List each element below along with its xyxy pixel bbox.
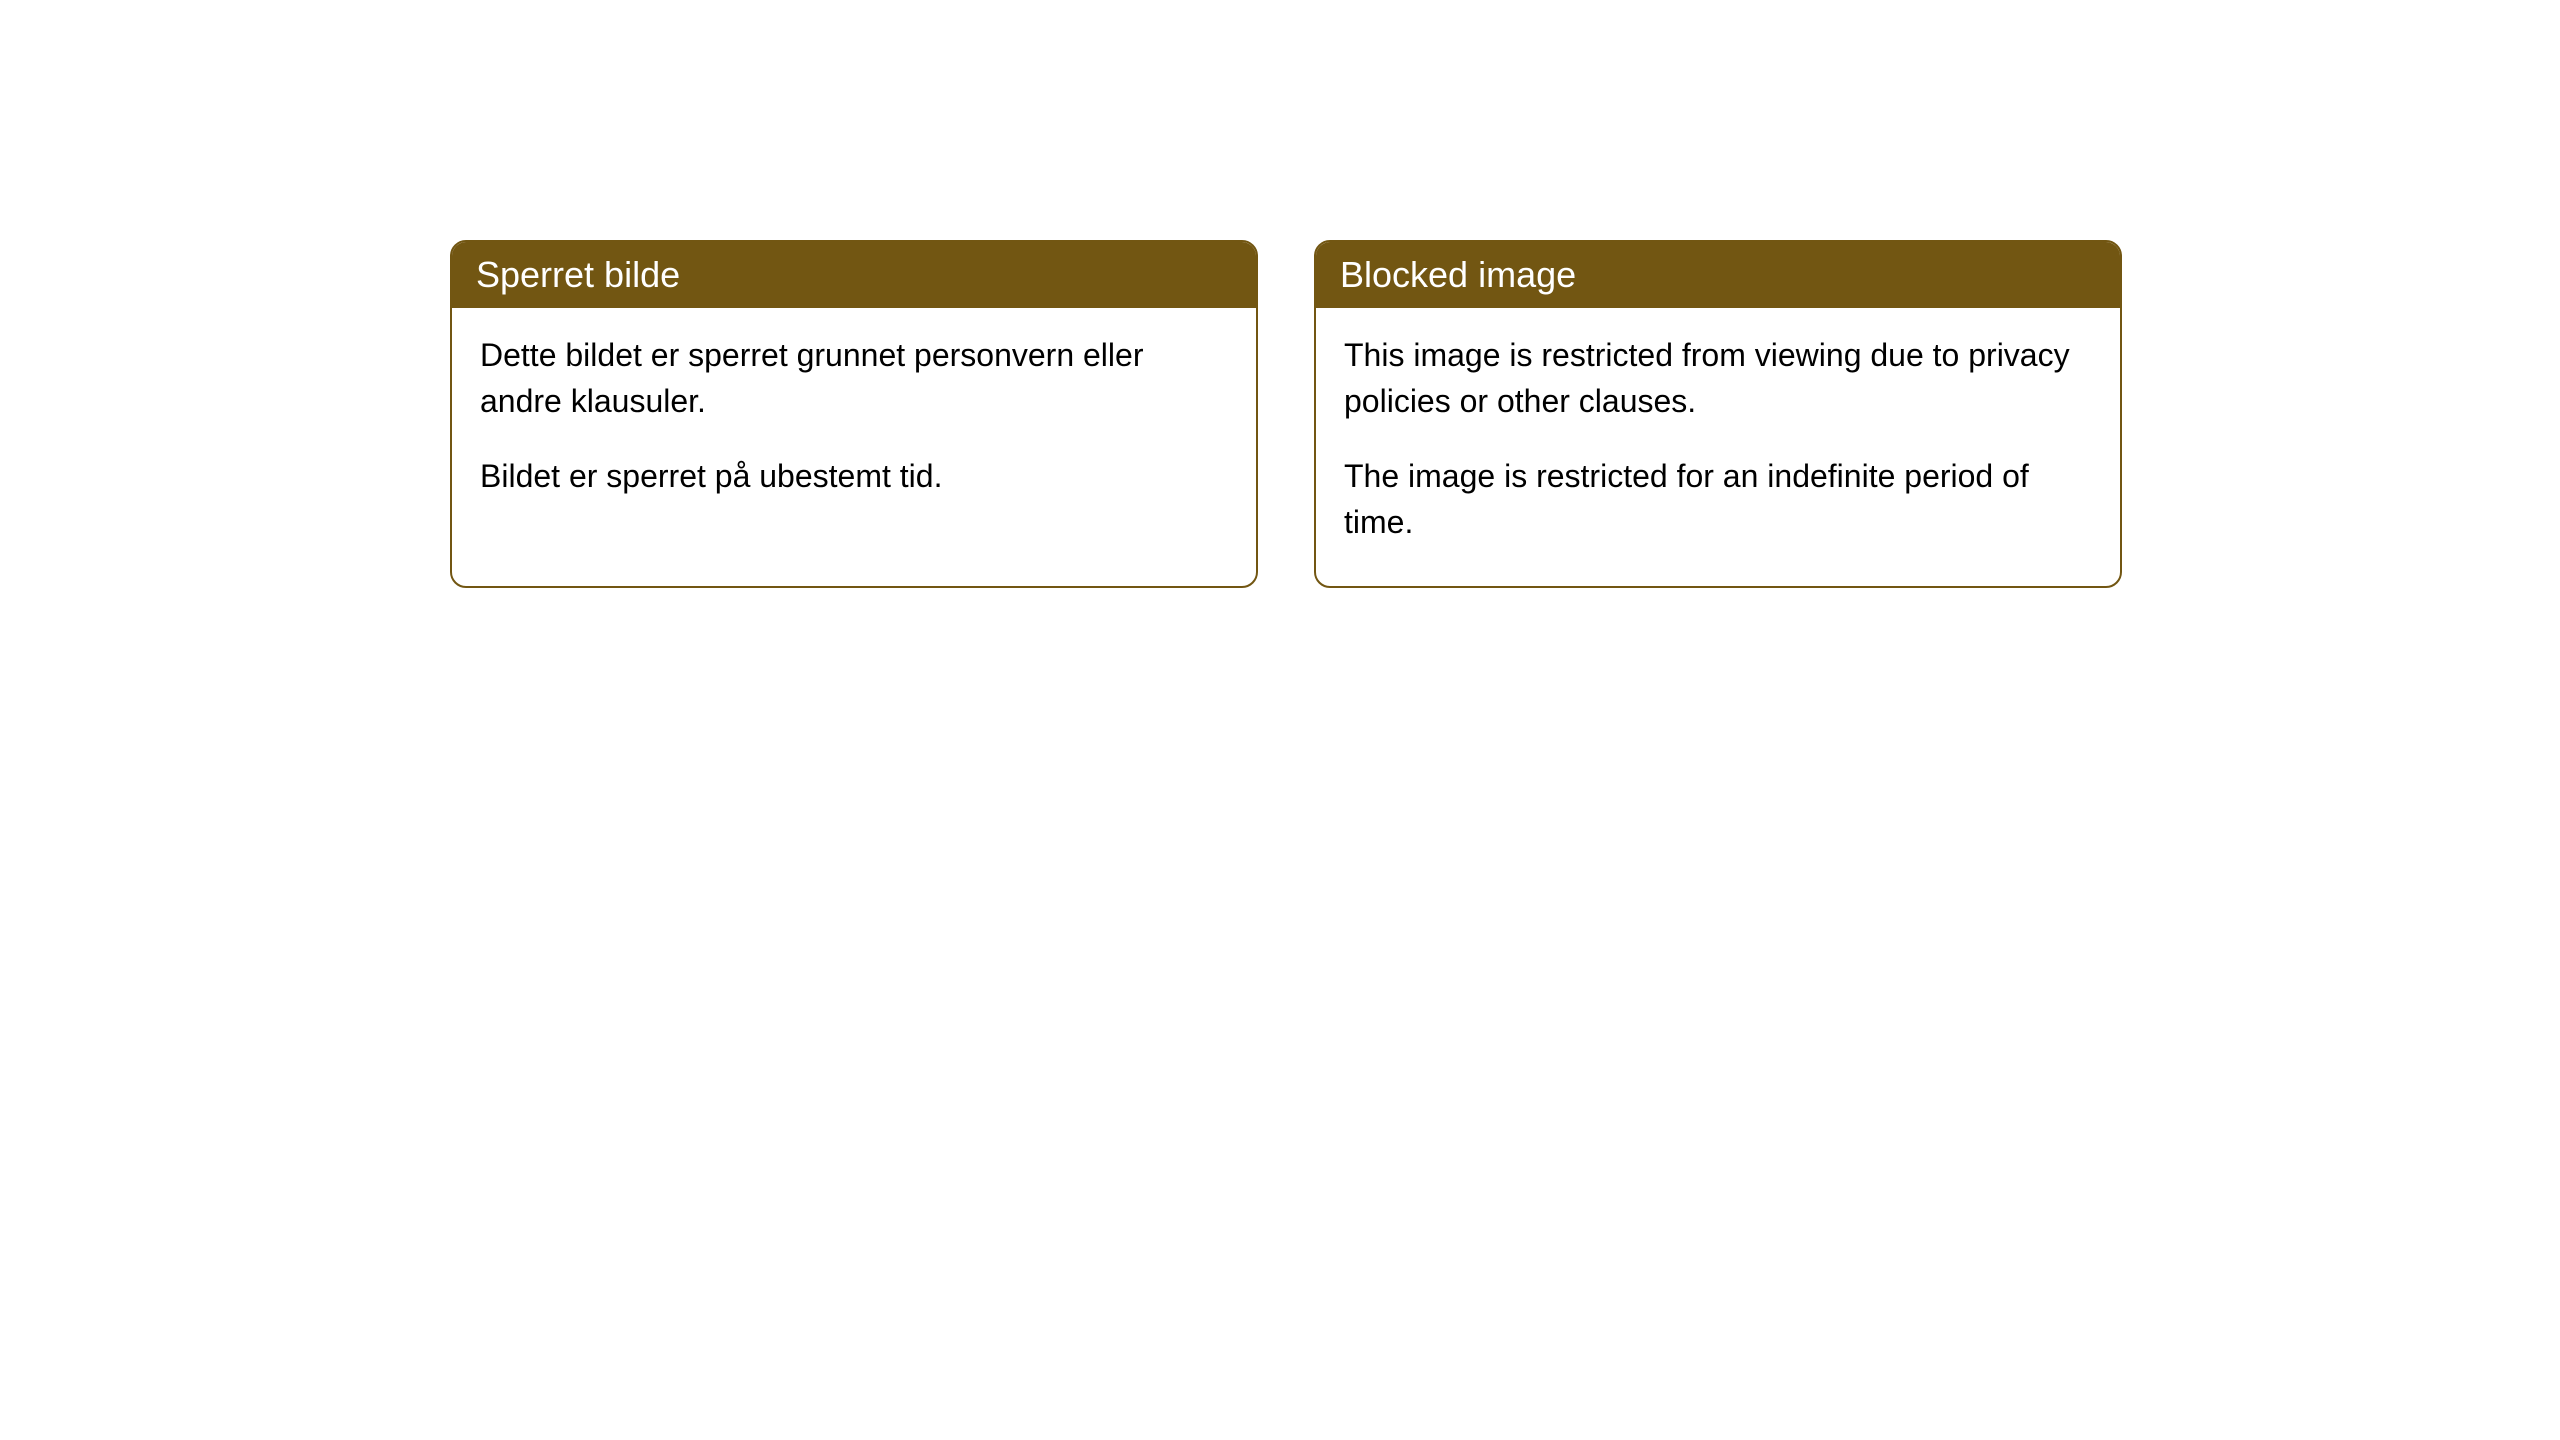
cards-container: Sperret bilde Dette bildet er sperret gr…: [450, 240, 2122, 588]
blocked-image-card-norwegian: Sperret bilde Dette bildet er sperret gr…: [450, 240, 1258, 588]
card-paragraph-1-norwegian: Dette bildet er sperret grunnet personve…: [480, 332, 1228, 425]
card-body-english: This image is restricted from viewing du…: [1316, 308, 2120, 586]
card-paragraph-2-norwegian: Bildet er sperret på ubestemt tid.: [480, 453, 1228, 499]
card-paragraph-2-english: The image is restricted for an indefinit…: [1344, 453, 2092, 546]
blocked-image-card-english: Blocked image This image is restricted f…: [1314, 240, 2122, 588]
card-body-norwegian: Dette bildet er sperret grunnet personve…: [452, 308, 1256, 539]
card-paragraph-1-english: This image is restricted from viewing du…: [1344, 332, 2092, 425]
card-header-english: Blocked image: [1316, 242, 2120, 308]
card-header-norwegian: Sperret bilde: [452, 242, 1256, 308]
